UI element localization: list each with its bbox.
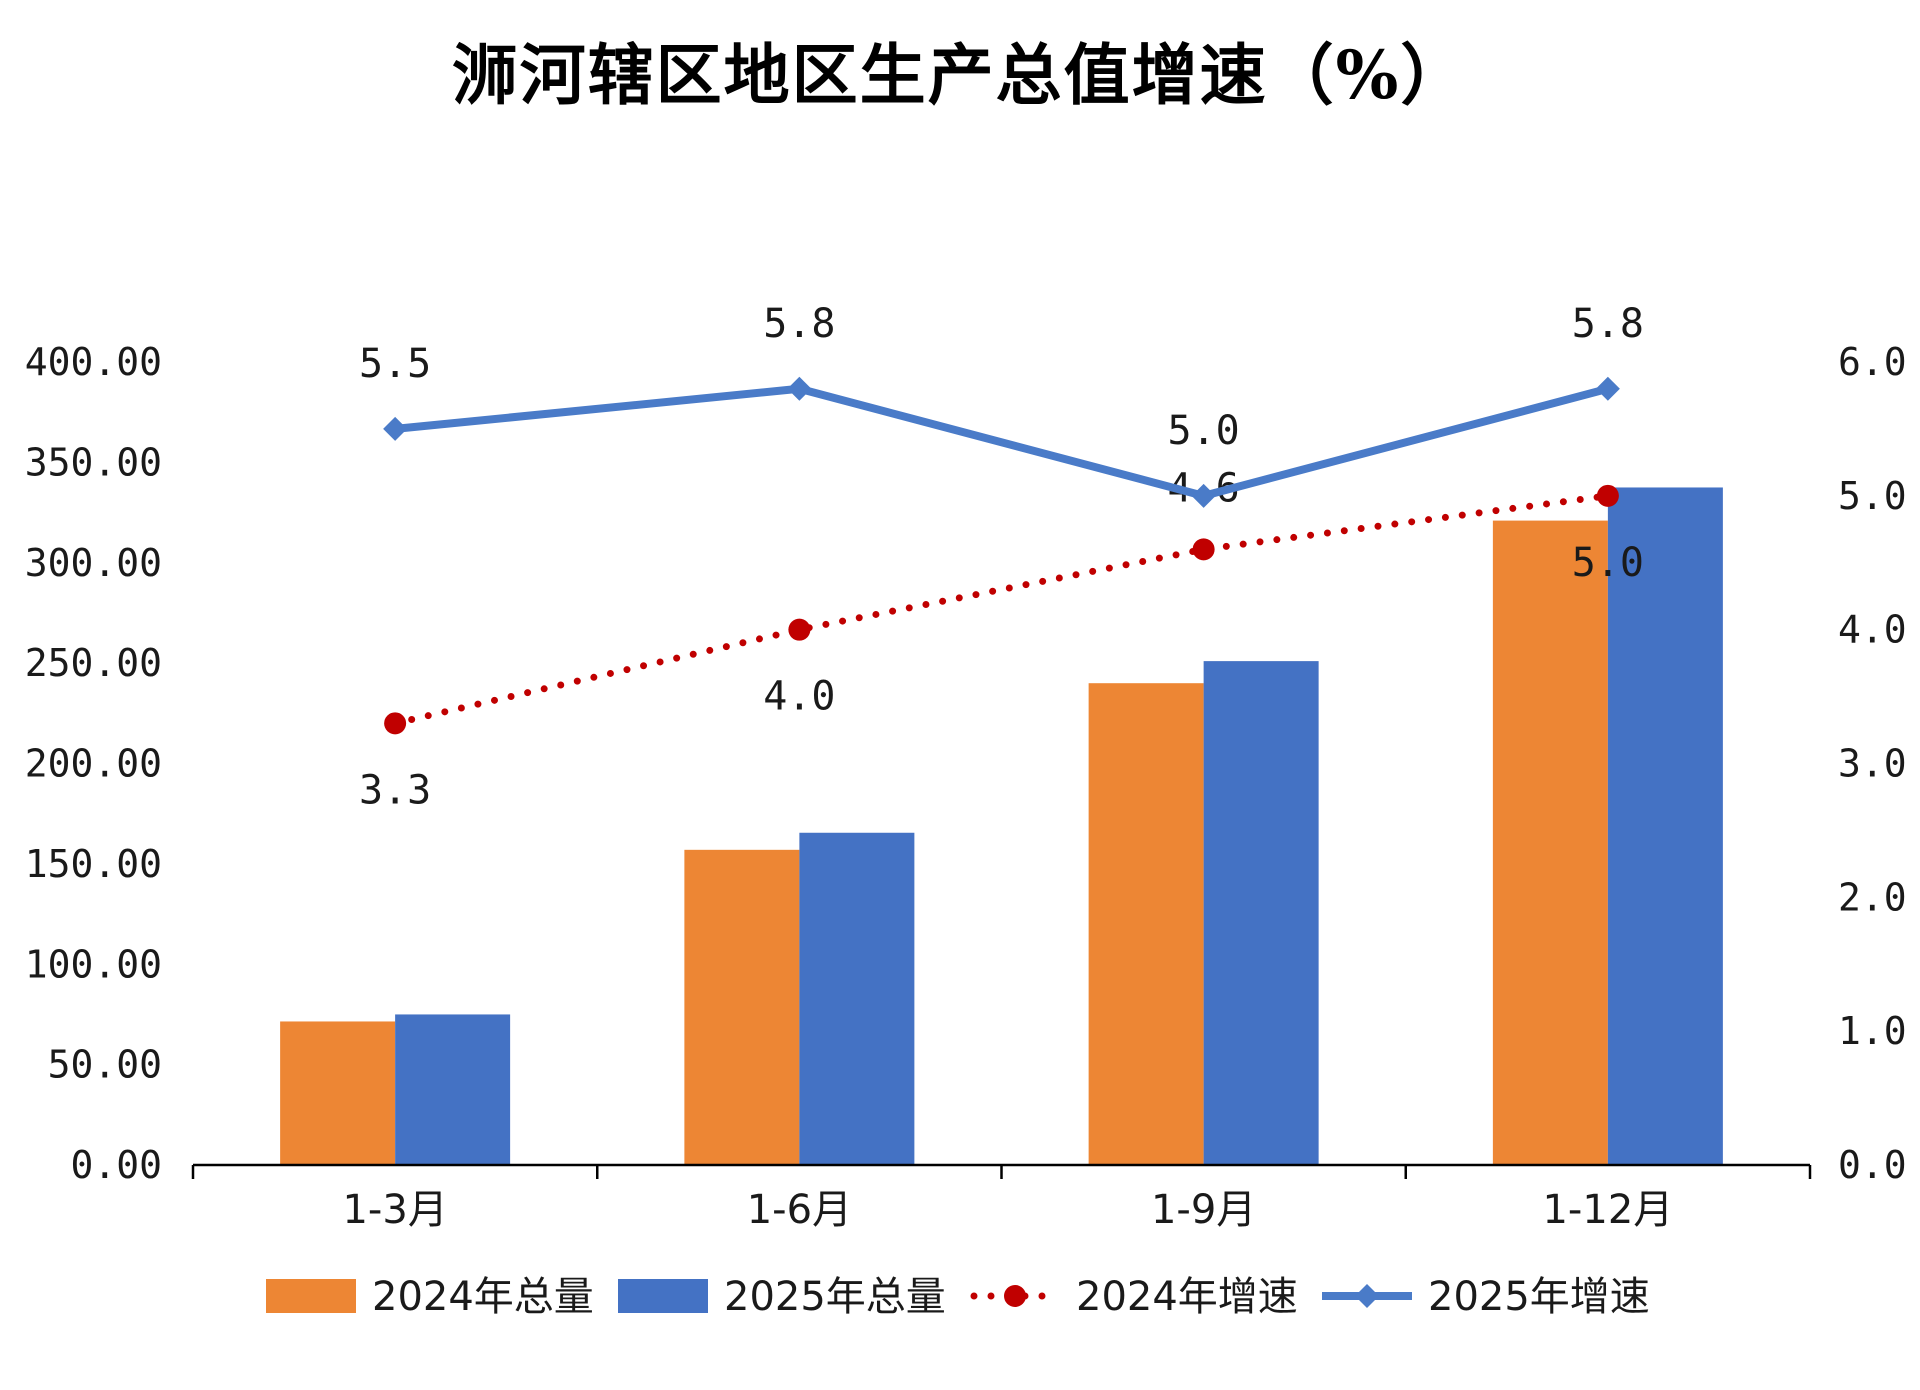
x-category-label: 1-12月: [1542, 1187, 1673, 1233]
right-y-tick-label: 6.0: [1838, 340, 1907, 384]
legend-2025-growth-marker: [1355, 1284, 1379, 1308]
left-y-tick-label: 100.00: [25, 942, 162, 986]
left-y-tick-label: 50.00: [48, 1043, 162, 1087]
legend-2024-total-label: 2024年总量: [372, 1274, 594, 1320]
left-y-tick-label: 250.00: [25, 641, 162, 685]
bar-2024-2: [1088, 683, 1204, 1165]
legend-2024-total-swatch: [266, 1279, 356, 1313]
marker-2024-growth-1: [788, 618, 811, 641]
legend-2025-growth-label: 2025年增速: [1428, 1274, 1650, 1320]
data-label-2024-growth: 4.0: [763, 674, 835, 720]
bar-2025-1: [799, 832, 915, 1165]
left-y-tick-label: 200.00: [25, 742, 162, 786]
data-label-2025-growth: 5.0: [1168, 408, 1240, 454]
left-y-tick-label: 400.00: [25, 340, 162, 384]
marker-2025-growth-2: [1191, 483, 1216, 508]
right-y-axis: 0.0 1.0 2.0 3.0 4.0 5.0 6.0: [1838, 340, 1907, 1187]
data-label-2024-growth: 3.3: [359, 767, 431, 813]
legend-2025-total-label: 2025年总量: [724, 1274, 946, 1320]
bar-2024-0: [280, 1021, 396, 1165]
marker-2024-growth-3: [1596, 484, 1619, 507]
x-category-label: 1-9月: [1151, 1187, 1256, 1233]
bar-2025-0: [395, 1014, 511, 1165]
right-y-tick-label: 4.0: [1838, 608, 1907, 652]
bar-2024-3: [1492, 520, 1608, 1165]
left-y-tick-label: 350.00: [25, 440, 162, 484]
marker-2024-growth-2: [1192, 538, 1215, 561]
bar-2025-2: [1203, 661, 1319, 1165]
data-label-2025-growth: 5.8: [763, 301, 835, 347]
data-label-2024-growth: 5.0: [1572, 540, 1644, 586]
right-y-tick-label: 2.0: [1838, 875, 1907, 919]
left-y-tick-label: 300.00: [25, 541, 162, 585]
marker-2024-growth-0: [384, 712, 407, 735]
x-axis: 1-3月 1-6月 1-9月 1-12月: [191, 1163, 1812, 1233]
data-label-2025-growth: 5.8: [1572, 301, 1644, 347]
left-y-tick-label: 0.00: [70, 1143, 162, 1187]
right-y-tick-label: 5.0: [1838, 474, 1907, 518]
line-2025-growth: [394, 384, 1609, 500]
marker-2025-growth-1: [787, 376, 812, 401]
legend-2024-growth-label: 2024年增速: [1076, 1274, 1298, 1320]
marker-2025-growth-0: [383, 416, 408, 441]
bar-2025-3: [1607, 487, 1723, 1165]
bar-group: [280, 487, 1723, 1165]
legend-2025-total-swatch: [618, 1279, 708, 1313]
marker-2025-growth-3: [1595, 376, 1620, 401]
right-y-tick-label: 3.0: [1838, 742, 1907, 786]
legend-2024-growth-marker: [1004, 1285, 1026, 1307]
chart-title: 浉河辖区地区生产总值增速（%）: [451, 36, 1469, 114]
x-category-label: 1-3月: [342, 1187, 447, 1233]
left-y-axis: 0.00 50.00 100.00 150.00 200.00 250.00 300.00 3…: [25, 340, 162, 1187]
x-category-label: 1-6月: [747, 1187, 852, 1233]
legend: 2024年总量 2025年总量 2024年增速 2025年增速: [266, 1274, 1650, 1320]
data-label-2025-growth: 5.5: [359, 341, 431, 387]
line-2024-growth: [391, 492, 1612, 727]
right-y-tick-label: 0.0: [1838, 1143, 1907, 1187]
line-group: 3.34.04.65.05.55.85.05.8: [359, 301, 1644, 814]
left-y-tick-label: 150.00: [25, 842, 162, 886]
bar-2024-1: [684, 849, 800, 1165]
right-y-tick-label: 1.0: [1838, 1009, 1907, 1053]
